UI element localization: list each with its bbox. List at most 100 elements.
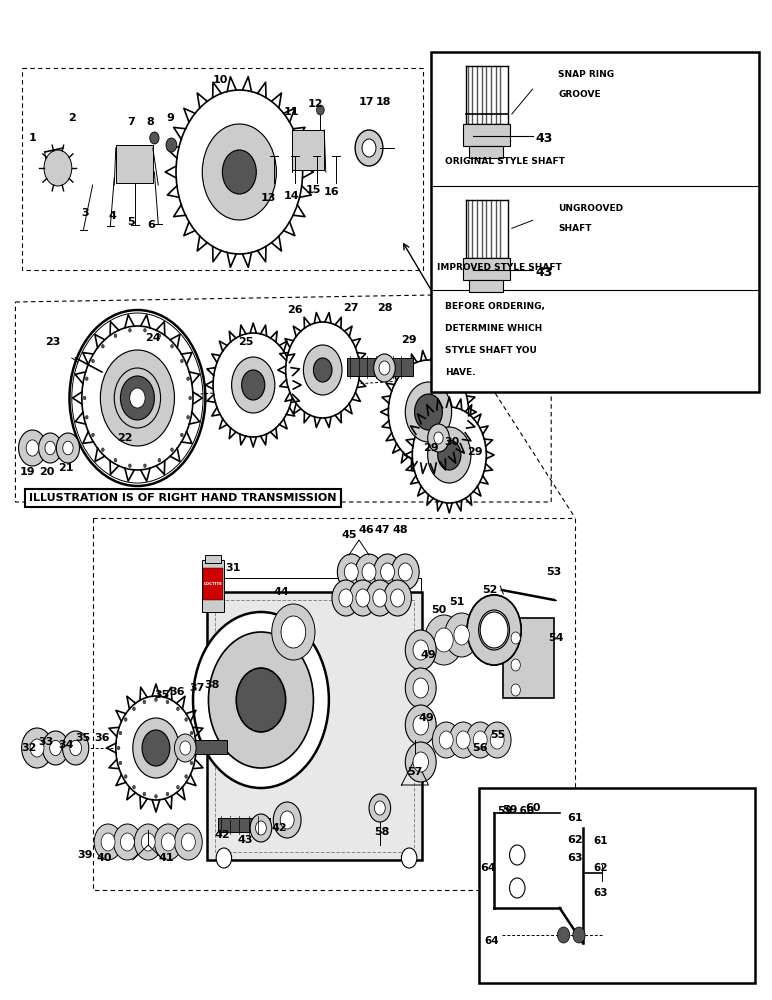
Text: 8: 8: [147, 117, 154, 127]
Circle shape: [22, 728, 52, 768]
Text: GROOVE: GROOVE: [558, 90, 601, 99]
Text: 52: 52: [482, 585, 498, 595]
Text: 35: 35: [154, 690, 170, 700]
Circle shape: [356, 589, 370, 607]
Text: 25: 25: [238, 337, 253, 347]
Circle shape: [486, 620, 502, 640]
Text: STYLE SHAFT YOU: STYLE SHAFT YOU: [445, 346, 537, 355]
Circle shape: [128, 464, 131, 468]
Text: 46: 46: [359, 525, 374, 535]
Circle shape: [143, 792, 146, 796]
Text: 48: 48: [392, 525, 408, 535]
Circle shape: [511, 684, 520, 696]
Circle shape: [280, 811, 294, 829]
Circle shape: [250, 814, 272, 842]
Text: 56: 56: [472, 743, 488, 753]
Circle shape: [92, 359, 94, 363]
Circle shape: [286, 322, 360, 418]
Text: 43: 43: [535, 266, 553, 279]
Bar: [463, 124, 510, 146]
Text: 43: 43: [535, 132, 553, 145]
Circle shape: [313, 358, 332, 382]
Circle shape: [185, 775, 188, 778]
Text: 51: 51: [449, 597, 465, 607]
Circle shape: [456, 731, 470, 749]
Circle shape: [467, 595, 521, 665]
Text: 50: 50: [431, 605, 446, 615]
Circle shape: [391, 589, 405, 607]
Circle shape: [185, 718, 188, 721]
Circle shape: [405, 668, 436, 708]
Circle shape: [405, 382, 452, 442]
Circle shape: [413, 678, 428, 698]
Circle shape: [63, 731, 89, 765]
Circle shape: [413, 715, 428, 735]
Circle shape: [174, 734, 196, 762]
Text: 5: 5: [127, 217, 135, 227]
Circle shape: [490, 731, 504, 749]
Circle shape: [116, 696, 196, 800]
Text: 22: 22: [117, 433, 133, 443]
Circle shape: [432, 722, 460, 758]
Circle shape: [86, 415, 88, 419]
Circle shape: [337, 554, 365, 590]
Circle shape: [435, 628, 453, 652]
Circle shape: [69, 740, 82, 756]
Circle shape: [405, 705, 436, 745]
Circle shape: [92, 433, 94, 437]
Circle shape: [45, 441, 56, 455]
Circle shape: [439, 731, 453, 749]
Text: SNAP RING: SNAP RING: [558, 70, 615, 79]
Circle shape: [26, 440, 39, 456]
Circle shape: [177, 707, 179, 711]
Circle shape: [202, 124, 276, 220]
Text: 16: 16: [324, 187, 340, 197]
Circle shape: [373, 589, 387, 607]
Circle shape: [176, 90, 303, 254]
Text: 43: 43: [238, 835, 253, 845]
Bar: [469, 280, 503, 292]
Text: 31: 31: [225, 563, 241, 573]
Circle shape: [144, 328, 147, 332]
Circle shape: [379, 361, 390, 375]
Circle shape: [355, 554, 383, 590]
Circle shape: [181, 433, 183, 437]
Text: 45: 45: [341, 530, 357, 540]
Text: 6: 6: [147, 220, 155, 230]
Circle shape: [120, 833, 134, 851]
Circle shape: [177, 785, 179, 789]
Text: 35: 35: [76, 733, 91, 743]
Circle shape: [344, 563, 358, 581]
Text: 57: 57: [408, 767, 423, 777]
Text: 29: 29: [467, 447, 482, 457]
Circle shape: [161, 833, 175, 851]
Circle shape: [511, 632, 520, 644]
Circle shape: [381, 563, 394, 581]
Circle shape: [143, 700, 146, 704]
Text: 55: 55: [490, 730, 506, 740]
Text: 4: 4: [108, 211, 116, 221]
Circle shape: [479, 610, 510, 650]
Circle shape: [573, 927, 585, 943]
Circle shape: [273, 802, 301, 838]
Text: 34: 34: [58, 740, 73, 750]
Text: 53: 53: [547, 567, 562, 577]
Circle shape: [272, 604, 315, 660]
Text: 13: 13: [261, 193, 276, 203]
Circle shape: [216, 848, 232, 868]
Circle shape: [438, 440, 461, 470]
Circle shape: [413, 752, 428, 772]
Text: 29: 29: [423, 443, 438, 453]
Circle shape: [119, 731, 122, 735]
Circle shape: [412, 407, 486, 503]
Circle shape: [117, 746, 120, 750]
Circle shape: [374, 554, 401, 590]
Circle shape: [114, 368, 161, 428]
Circle shape: [158, 458, 161, 462]
Text: 63: 63: [593, 888, 608, 898]
Text: 64: 64: [480, 863, 496, 873]
Circle shape: [428, 427, 471, 483]
Text: 40: 40: [96, 853, 112, 863]
Circle shape: [256, 821, 266, 835]
Circle shape: [133, 785, 135, 789]
